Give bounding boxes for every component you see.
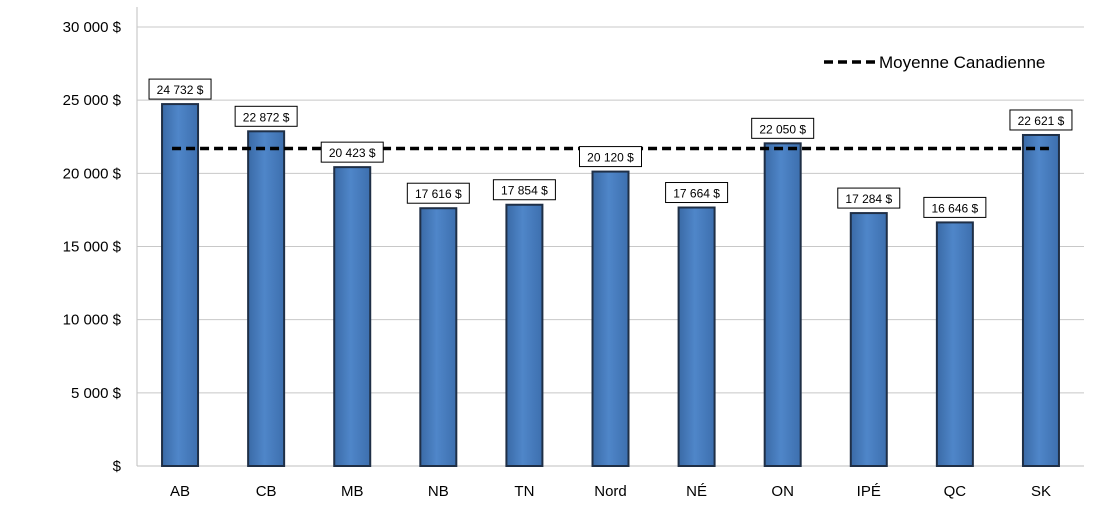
data-label: 20 423 $ (329, 146, 376, 160)
data-label-frame (665, 182, 729, 204)
y-tick-label: 30 000 $ (63, 19, 122, 36)
y-axis-tick-labels: $5 000 $ 10 000 $ 15 000 $ 20 000 $ 25 000 $… (63, 19, 122, 475)
data-label-box: 17 664 $ (665, 182, 729, 204)
x-tick-label: IPÉ (857, 483, 881, 500)
data-label: 17 616 $ (415, 187, 462, 201)
y-tick-label: $ (113, 458, 122, 475)
data-labels: 24 732 $ 22 872 $ 20 423 $ 17 616 $ 17 854 $… (148, 78, 1073, 218)
bar-SK (1021, 133, 1060, 467)
y-tick-label: 5 000 $ (71, 385, 122, 402)
data-label: 24 732 $ (157, 83, 204, 97)
y-tick-label: 25 000 $ (63, 92, 122, 109)
bar-MB (333, 166, 372, 467)
data-label-frame (751, 117, 815, 139)
data-label-frame (579, 146, 642, 168)
x-tick-label: QC (944, 483, 967, 500)
data-label-frame (406, 182, 470, 204)
bar-NB (419, 207, 458, 467)
bar-QC (935, 221, 974, 467)
x-tick-label: Nord (594, 483, 627, 500)
data-label-box: 20 120 $ (579, 146, 642, 168)
bar-TN (505, 203, 544, 467)
data-label-frame (492, 179, 556, 201)
x-tick-label: CB (256, 483, 277, 500)
data-label: 22 050 $ (759, 122, 806, 136)
data-label-box: 16 646 $ (923, 196, 987, 218)
x-tick-label: ON (771, 483, 794, 500)
bar-Nord (591, 170, 630, 467)
data-label-box: 17 284 $ (837, 187, 901, 209)
y-tick-label: 20 000 $ (63, 165, 122, 182)
bar-IPÉ (849, 212, 888, 467)
data-label: 17 664 $ (673, 187, 720, 201)
bars (161, 103, 1060, 468)
data-label-box: 24 732 $ (148, 78, 212, 100)
data-label-frame (923, 196, 987, 218)
y-tick-label: 15 000 $ (63, 239, 122, 256)
data-label-box: 22 872 $ (234, 105, 298, 127)
data-label-frame (1009, 109, 1073, 131)
bar-NÉ (677, 206, 716, 467)
x-tick-label: NB (428, 483, 449, 500)
data-label: 17 284 $ (845, 192, 892, 206)
bar-AB (161, 103, 200, 467)
legend-average-label: Moyenne Canadienne (879, 53, 1045, 72)
data-label: 20 120 $ (587, 151, 634, 165)
data-label-frame (234, 105, 298, 127)
x-tick-label: SK (1031, 483, 1051, 500)
x-axis-tick-labels: AB CB MB NB TN Nord NÉ ON IPÉ QC SK (170, 483, 1051, 500)
data-label-box: 22 621 $ (1009, 109, 1073, 131)
data-label: 22 872 $ (243, 110, 290, 124)
data-label-frame (320, 141, 384, 163)
data-label-frame (837, 187, 901, 209)
x-tick-label: TN (514, 483, 534, 500)
data-label-frame (148, 78, 212, 100)
data-label: 22 621 $ (1018, 114, 1065, 128)
data-label-box: 22 050 $ (751, 117, 815, 139)
data-label-box: 20 423 $ (320, 141, 384, 163)
x-tick-label: AB (170, 483, 190, 500)
legend: Moyenne Canadienne (824, 53, 1045, 72)
x-tick-label: NÉ (686, 483, 707, 500)
bar-ON (763, 142, 802, 468)
data-label: 17 854 $ (501, 184, 548, 198)
x-tick-label: MB (341, 483, 364, 500)
y-tick-label: 10 000 $ (63, 312, 122, 329)
data-label-box: 17 616 $ (406, 182, 470, 204)
bar-CB (247, 130, 286, 467)
data-label-box: 17 854 $ (492, 179, 556, 201)
data-label: 16 646 $ (932, 201, 979, 215)
